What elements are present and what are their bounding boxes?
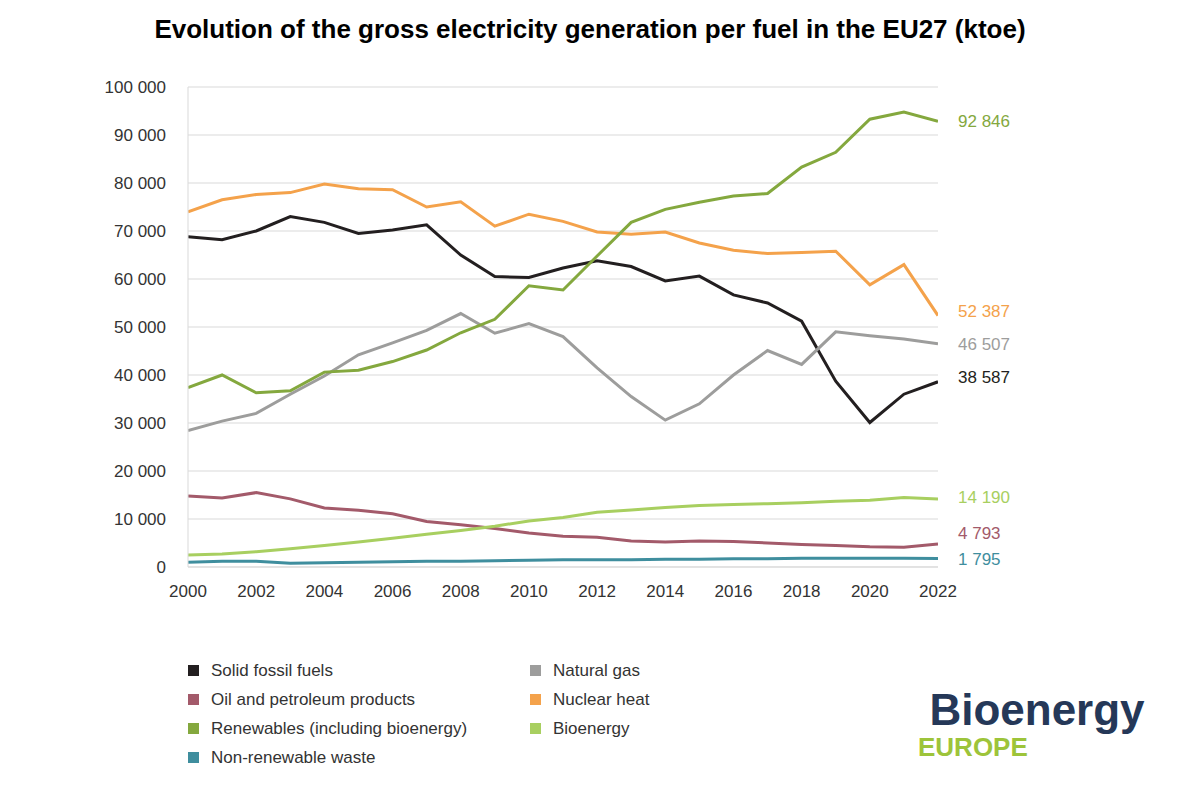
svg-text:30 000: 30 000: [114, 414, 166, 433]
svg-text:52 387: 52 387: [958, 302, 1010, 321]
svg-text:2016: 2016: [715, 582, 753, 601]
html-text:Renewables (including bioenerg: Renewables (including bioenergy): [211, 718, 468, 738]
svg-text:2020: 2020: [851, 582, 889, 601]
svg-text:4 793: 4 793: [958, 524, 1001, 543]
svg-text:80 000: 80 000: [114, 174, 166, 193]
html-text:Solid fossil fuels: Solid fossil fuels: [211, 660, 333, 680]
svg-text:90 000: 90 000: [114, 126, 166, 145]
svg-text:2008: 2008: [442, 582, 480, 601]
svg-text:2010: 2010: [510, 582, 548, 601]
html-text:Bioenergy: Bioenergy: [553, 718, 630, 738]
svg-text:38 587: 38 587: [958, 368, 1010, 387]
svg-text:2018: 2018: [783, 582, 821, 601]
svg-text:0: 0: [157, 558, 166, 577]
svg-text:2000: 2000: [169, 582, 207, 601]
svg-text:2002: 2002: [237, 582, 275, 601]
svg-text:46 507: 46 507: [958, 335, 1010, 354]
svg-text:10 000: 10 000: [114, 510, 166, 529]
html-text:Non-renewable waste: Non-renewable waste: [211, 747, 376, 767]
svg-text:2004: 2004: [305, 582, 343, 601]
svg-text:92 846: 92 846: [958, 112, 1010, 131]
svg-text:70 000: 70 000: [114, 222, 166, 241]
html-text:Natural gas: Natural gas: [553, 660, 640, 680]
svg-text:20 000: 20 000: [114, 462, 166, 481]
svg-text:14 190: 14 190: [958, 488, 1010, 507]
html-text:Nuclear heat: Nuclear heat: [553, 689, 650, 709]
html-text:Bioenergy: Bioenergy: [929, 685, 1145, 734]
svg-text:60 000: 60 000: [114, 270, 166, 289]
svg-text:50 000: 50 000: [114, 318, 166, 337]
svg-text:1 795: 1 795: [958, 550, 1001, 569]
html-text:Evolution of the gross electri: Evolution of the gross electricity gener…: [154, 14, 1026, 44]
svg-text:2006: 2006: [374, 582, 412, 601]
html-text:EUROPE: EUROPE: [918, 732, 1028, 762]
svg-text:100 000: 100 000: [105, 78, 166, 97]
html-text:Oil and petroleum products: Oil and petroleum products: [211, 689, 416, 709]
svg-text:40 000: 40 000: [114, 366, 166, 385]
svg-text:2022: 2022: [919, 582, 957, 601]
svg-text:2012: 2012: [578, 582, 616, 601]
svg-text:2014: 2014: [646, 582, 684, 601]
